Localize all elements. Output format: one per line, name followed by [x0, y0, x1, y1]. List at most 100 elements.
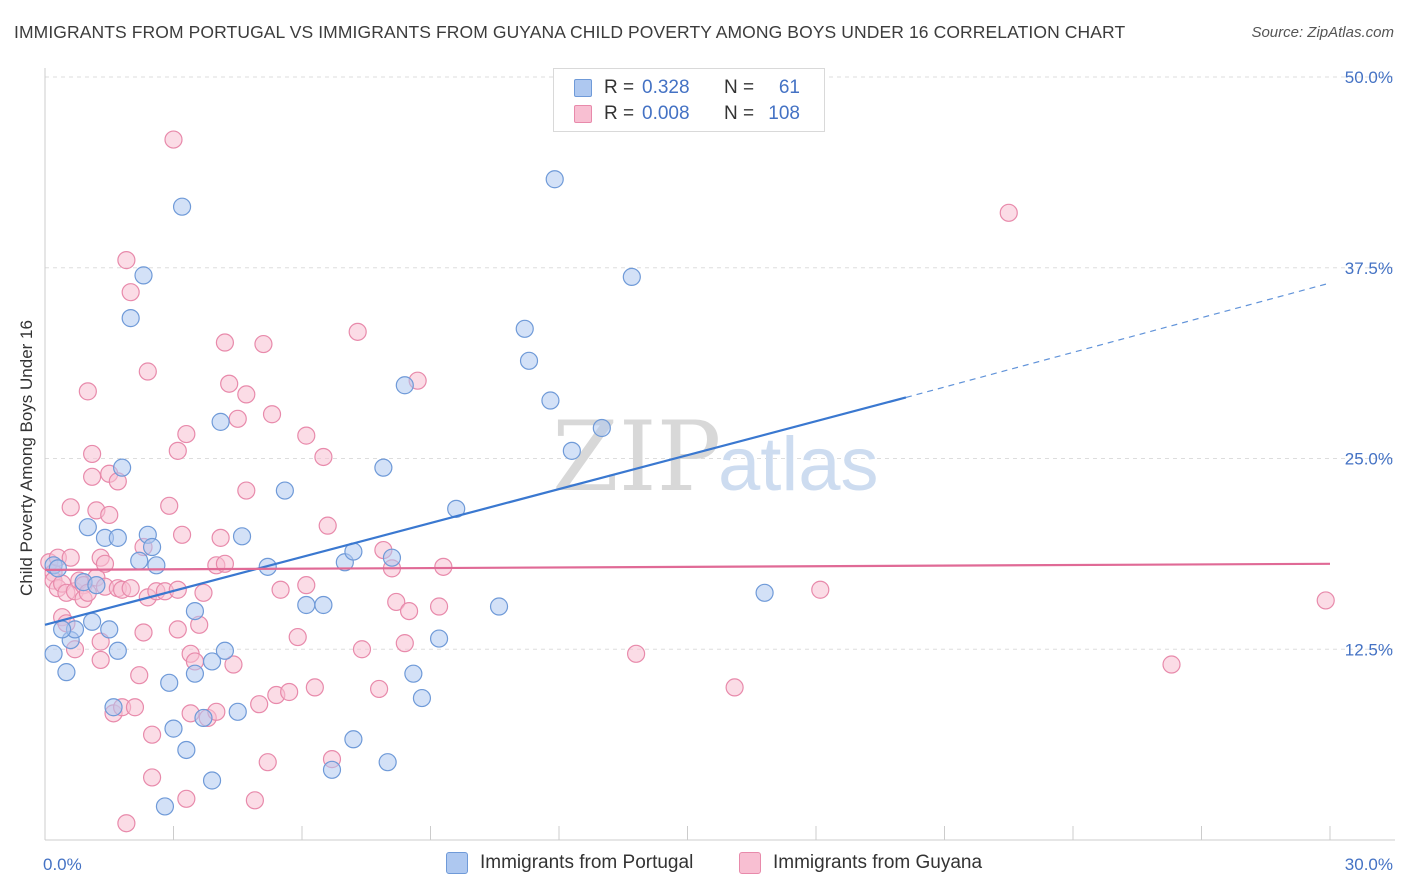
portugal-n-value: 61 [778, 77, 800, 98]
portugal-point [48, 559, 67, 578]
portugal-point [185, 664, 205, 683]
guyana-point [130, 666, 149, 685]
guyana-point [125, 698, 145, 717]
guyana-trend-line [44, 562, 1331, 571]
guyana-r-value: 0.008 [642, 103, 690, 124]
guyana-point [999, 203, 1018, 222]
watermark-atlas: atlas [718, 422, 879, 507]
guyana-n-value: 108 [768, 103, 800, 124]
guyana-point [297, 426, 316, 445]
portugal-point [404, 664, 423, 683]
legend-row-guyana: R = 0.008 N = 108 [574, 102, 800, 126]
guyana-point [237, 385, 256, 404]
guyana-point [626, 644, 646, 663]
portugal-point [489, 597, 509, 616]
portugal-point [57, 663, 76, 682]
guyana-point [288, 627, 307, 647]
guyana-point [142, 725, 162, 744]
guyana-point [271, 580, 290, 599]
portugal-point [172, 197, 192, 216]
guyana-point [348, 322, 367, 341]
guyana-points [40, 130, 1335, 833]
portugal-points [44, 170, 774, 816]
y-tick-label: 25.0% [1345, 450, 1393, 469]
portugal-point [134, 266, 153, 285]
x-tick-label: 0.0% [43, 855, 82, 874]
y-tick-label: 12.5% [1345, 640, 1393, 659]
guyana-point [164, 130, 183, 149]
portugal-point [100, 620, 119, 639]
portugal-point [108, 641, 127, 660]
guyana-point [258, 753, 277, 772]
guyana-point [224, 655, 243, 674]
guyana-point [168, 441, 187, 460]
portugal-point [78, 518, 97, 537]
guyana-point [100, 505, 119, 525]
trend-layer [44, 282, 1331, 626]
guyana-point [172, 525, 192, 544]
portugal-point [121, 309, 140, 328]
portugal-point [275, 481, 294, 500]
source-credit: Source: ZipAtlas.com [1251, 24, 1394, 41]
guyana-r-label: R = [604, 103, 635, 124]
guyana-point [280, 682, 299, 702]
portugal-legend-label: Immigrants from Portugal [480, 852, 694, 873]
portugal-point [87, 576, 106, 595]
portugal-point [515, 319, 534, 338]
guyana-point [117, 251, 136, 270]
guyana-point [134, 623, 153, 642]
guyana-point [399, 601, 419, 621]
portugal-point [429, 629, 449, 648]
guyana-point [168, 620, 187, 639]
guyana-point [211, 528, 230, 547]
portugal-point [314, 595, 333, 615]
guyana-point [91, 650, 110, 670]
series-legend: Immigrants from Portugal Immigrants from… [0, 852, 1406, 878]
x-tick-label: 30.0% [1345, 855, 1393, 874]
portugal-point [519, 351, 539, 370]
guyana-point [83, 467, 102, 486]
legend-row-portugal: R = 0.328 N = 61 [574, 76, 800, 100]
guyana-point [237, 481, 256, 500]
guyana-point [297, 576, 316, 595]
guyana-n-label: N = [724, 103, 755, 124]
guyana-point [61, 498, 80, 517]
portugal-point [185, 601, 205, 621]
portugal-point [395, 376, 414, 395]
guyana-point [142, 768, 162, 787]
portugal-point [374, 458, 393, 477]
portugal-point [130, 551, 149, 570]
portugal-point [211, 412, 230, 431]
guyana-point [370, 679, 389, 699]
guyana-legend-swatch [739, 852, 761, 874]
guyana-point [228, 409, 247, 428]
guyana-point [1316, 591, 1335, 610]
portugal-point [412, 688, 432, 708]
watermark-zip: ZIP [552, 401, 721, 513]
guyana-point [318, 516, 337, 535]
guyana-point [811, 580, 830, 599]
portugal-legend-swatch [446, 852, 468, 874]
portugal-point [112, 458, 132, 477]
portugal-point [44, 644, 63, 663]
legend-item-portugal: Immigrants from Portugal [446, 852, 693, 874]
portugal-point [297, 595, 316, 615]
portugal-trend-line [44, 396, 907, 626]
portugal-point [322, 760, 342, 779]
guyana-point [160, 496, 179, 515]
guyana-point [352, 640, 372, 659]
portugal-point [177, 740, 196, 760]
portugal-point [202, 652, 222, 671]
guyana-point [245, 791, 264, 810]
portugal-point [755, 583, 774, 602]
guyana-point [725, 678, 744, 697]
portugal-point [202, 771, 222, 790]
portugal-point [160, 673, 179, 692]
portugal-swatch [574, 79, 592, 97]
portugal-trend-extension [905, 282, 1331, 399]
portugal-point [592, 418, 611, 438]
guyana-point [138, 362, 157, 381]
axes-layer [44, 68, 1395, 841]
portugal-r-label: R = [604, 77, 635, 98]
